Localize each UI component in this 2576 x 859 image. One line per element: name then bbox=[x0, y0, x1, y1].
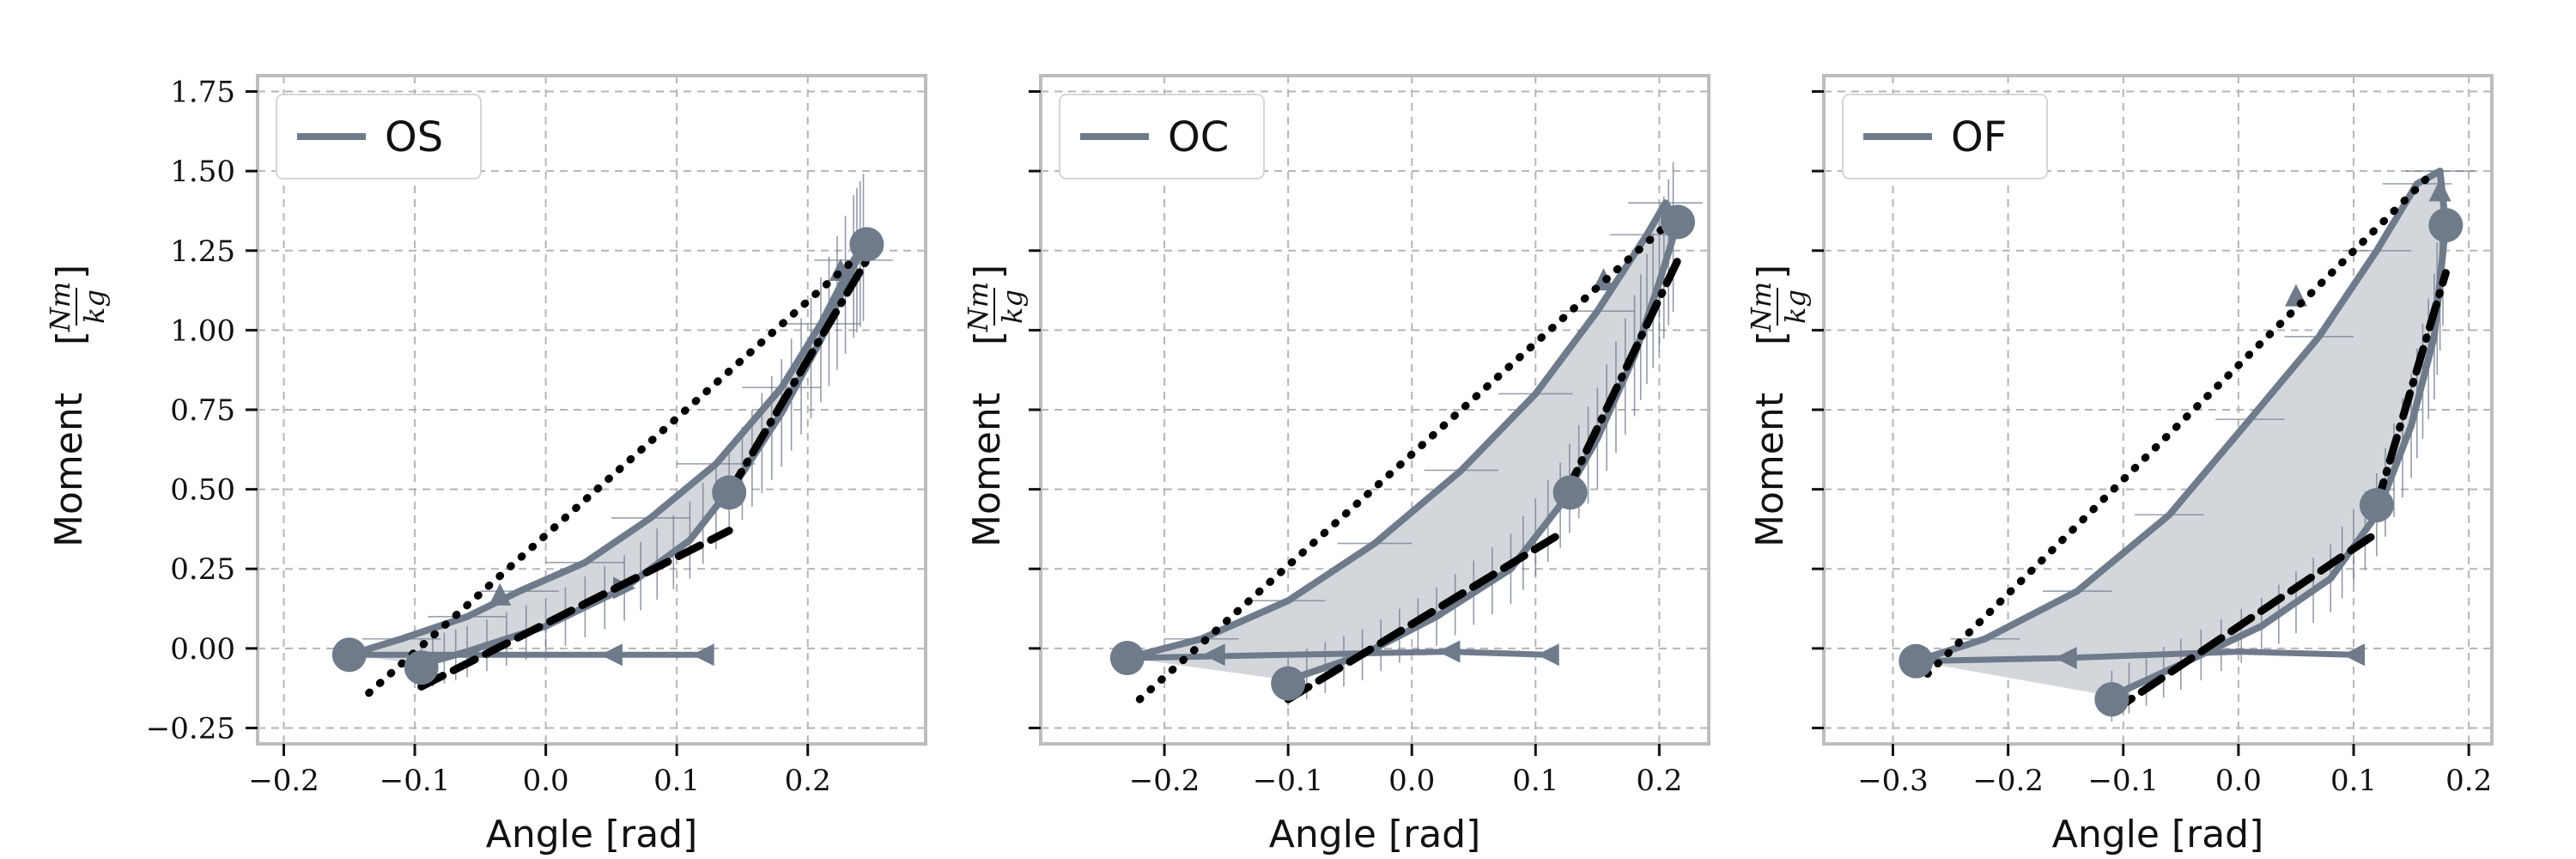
y-tick-label: 1.25 bbox=[170, 235, 235, 269]
legend: OF bbox=[1842, 94, 2048, 180]
series-line-lower bbox=[417, 237, 871, 668]
y-axis-unit-denominator: kg bbox=[1779, 289, 1812, 324]
data-point-dot bbox=[1660, 204, 1695, 240]
y-axis-label-bracket-open: [ bbox=[1750, 331, 1794, 345]
x-tick-label: 0.2 bbox=[785, 764, 831, 798]
x-tick-label: 0.2 bbox=[1636, 764, 1682, 798]
series-line-tail bbox=[1916, 649, 2354, 665]
marker-triangle bbox=[691, 643, 714, 667]
data-point-dot bbox=[331, 637, 367, 673]
marker-triangle bbox=[2342, 643, 2366, 667]
x-tick-label: 0.1 bbox=[2330, 764, 2377, 798]
legend-box bbox=[276, 94, 482, 180]
marker-triangle bbox=[1202, 643, 1225, 667]
fit-line-dashdot bbox=[1562, 256, 1682, 497]
y-axis-label-bracket-close: ] bbox=[967, 265, 1011, 279]
y-tick-label: 0.75 bbox=[170, 393, 235, 428]
series-line-upper bbox=[1123, 199, 1681, 661]
marker-triangle bbox=[1437, 640, 1461, 663]
x-tick-label: −0.2 bbox=[1972, 764, 2044, 798]
plot-area bbox=[1109, 161, 1703, 706]
fit-line-dashed bbox=[2107, 533, 2375, 716]
fit-line-dashed bbox=[417, 527, 733, 691]
legend-box bbox=[1059, 94, 1265, 180]
data-point-dot bbox=[1552, 475, 1588, 510]
legend: OS bbox=[276, 94, 482, 180]
y-axis-unit-denominator: kg bbox=[78, 289, 111, 324]
hysteresis-area bbox=[1127, 203, 1678, 680]
y-tick-label: −0.25 bbox=[146, 711, 235, 746]
x-tick-label: 0.0 bbox=[2215, 764, 2262, 798]
y-axis-label: Moment [Nm kg] bbox=[44, 265, 111, 547]
chart-panel-oc: −0.2 −0.1 0.0 0.1 0.2 Angle [rad] Moment [Nm kg]… bbox=[962, 74, 1710, 856]
legend: OC bbox=[1059, 94, 1265, 180]
y-tick-label: 1.00 bbox=[170, 314, 235, 348]
x-tick-label: −0.1 bbox=[2087, 764, 2159, 798]
y-tick-label: 1.50 bbox=[170, 155, 235, 189]
y-axis-unit-denominator: kg bbox=[996, 289, 1029, 324]
chart-panel-of: −0.3 −0.2 −0.1 0.0 0.1 0.2 Angle [rad] Moment [N… bbox=[1745, 74, 2494, 856]
y-tick-label: 0.00 bbox=[170, 632, 235, 667]
legend-box bbox=[1842, 94, 2048, 180]
data-point-dot bbox=[849, 227, 884, 262]
y-axis-label-bracket-close: ] bbox=[49, 265, 93, 279]
data-point-dot bbox=[2359, 488, 2394, 523]
fit-line-dashdot bbox=[2372, 269, 2450, 509]
y-axis-label-bracket-close: ] bbox=[1750, 265, 1794, 279]
x-tick-label: 0.1 bbox=[653, 764, 700, 798]
marker-triangle bbox=[2428, 179, 2451, 202]
y-axis-label-text: Moment bbox=[965, 393, 1009, 547]
fit-line-dashed bbox=[1284, 529, 1564, 704]
legend-label: OC bbox=[1168, 113, 1229, 161]
data-point-dot bbox=[2428, 208, 2464, 243]
x-tick-label: −0.2 bbox=[1129, 764, 1200, 798]
chart-panel-os: −0.2 −0.1 0.0 0.1 0.2 −0.25 0.00 0.25 0.50 0.75 1.… bbox=[44, 74, 927, 856]
data-point-dot bbox=[404, 650, 439, 685]
fit-line-dotted bbox=[365, 256, 858, 698]
x-tick-label: 0.0 bbox=[523, 764, 569, 798]
y-tick-label: 0.50 bbox=[170, 473, 235, 508]
y-tick-label: 1.75 bbox=[170, 76, 235, 110]
y-axis-label-text: Moment bbox=[47, 393, 91, 547]
x-tick-label: 0.1 bbox=[1512, 764, 1558, 798]
x-tick-label: −0.1 bbox=[380, 764, 451, 798]
y-tick-label: 0.25 bbox=[170, 552, 235, 587]
data-point-dot bbox=[1899, 643, 1934, 679]
x-tick-label: −0.2 bbox=[248, 764, 319, 798]
data-point-dot bbox=[1109, 640, 1145, 675]
data-point-dot bbox=[2094, 682, 2129, 717]
x-tick-label: 0.2 bbox=[2445, 764, 2492, 798]
marker-triangle bbox=[2054, 646, 2077, 669]
y-axis-label-bracket-open: [ bbox=[49, 331, 93, 345]
x-axis-label: Angle [rad] bbox=[486, 813, 698, 856]
plot-area bbox=[1899, 167, 2475, 722]
data-point-dot bbox=[712, 475, 747, 510]
y-axis-label: Moment [Nm kg] bbox=[1745, 265, 1812, 547]
y-axis-unit-numerator: Nm bbox=[962, 282, 994, 332]
x-axis-label: Angle [rad] bbox=[1269, 813, 1481, 856]
marker-triangle bbox=[599, 643, 623, 667]
plot-area bbox=[331, 174, 893, 698]
fit-line-dashdot bbox=[725, 256, 871, 497]
x-tick-label: 0.0 bbox=[1388, 764, 1435, 798]
y-axis-label-text: Moment bbox=[1748, 393, 1792, 547]
y-axis-label-bracket-open: [ bbox=[967, 331, 1011, 345]
x-tick-label: −0.3 bbox=[1857, 764, 1929, 798]
y-axis-unit-numerator: Nm bbox=[44, 282, 76, 332]
fit-line-dotted bbox=[1923, 167, 2439, 678]
fit-line-dotted bbox=[1135, 205, 1688, 704]
y-axis-label: Moment [Nm kg] bbox=[962, 265, 1029, 547]
legend-label: OF bbox=[1951, 113, 2007, 161]
legend-label: OS bbox=[385, 113, 443, 161]
hysteresis-area bbox=[349, 241, 867, 665]
y-axis-unit-numerator: Nm bbox=[1745, 282, 1777, 332]
data-point-dot bbox=[1271, 666, 1306, 701]
marker-triangle bbox=[1536, 643, 1559, 667]
x-axis-label: Angle [rad] bbox=[2052, 813, 2264, 856]
x-tick-label: −0.1 bbox=[1253, 764, 1324, 798]
marker-triangle bbox=[489, 582, 512, 606]
